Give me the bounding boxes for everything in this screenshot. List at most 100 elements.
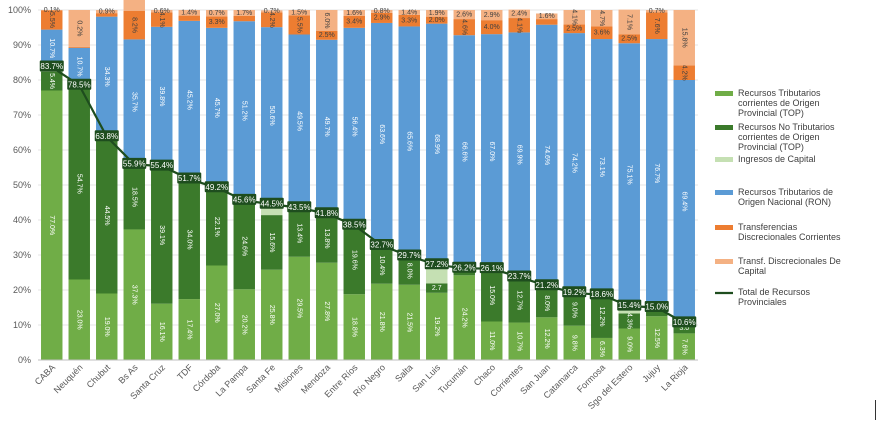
segment-label: 2.5% (566, 26, 582, 33)
segment-label: 23.0% (75, 310, 82, 330)
total-label: 55.9% (123, 159, 146, 168)
segment-label: 2.6% (456, 11, 472, 18)
total-label: 19.2% (563, 288, 586, 297)
x-tick-label: Santa Fe (244, 362, 277, 395)
bar-segment (96, 137, 118, 294)
segment-label: 15.8% (680, 28, 687, 48)
segment-label: 18.5% (130, 187, 137, 207)
segment-label: 0.8% (374, 8, 390, 15)
segment-label: 74.2% (570, 153, 577, 173)
bar-segment (288, 209, 310, 257)
bar-segment (618, 328, 640, 360)
total-label: 26.2% (453, 263, 476, 272)
segment-label: 16.1% (158, 322, 165, 342)
segment-label: 20.2% (240, 315, 247, 335)
segment-label: 12.7% (515, 290, 522, 310)
legend: Recursos Tributarios corrientes de Origen… (715, 88, 841, 307)
x-tick-label: Jujuy (640, 362, 662, 384)
bar-segment (398, 26, 420, 257)
bar-segment (426, 264, 448, 284)
segment-label: 0.9% (99, 8, 115, 15)
bar-segment (233, 15, 255, 22)
segment-label: 4.6% (460, 19, 467, 35)
bar-segment (151, 10, 173, 13)
segment-label: 65.6% (405, 131, 412, 151)
segment-label: 2.9% (484, 12, 500, 19)
bar-segment (343, 225, 365, 295)
segment-label: 34.0% (185, 230, 192, 250)
bar-segment (563, 33, 585, 293)
bar-segment (563, 10, 585, 25)
total-label: 29.7% (398, 251, 421, 260)
segment-label: 7.1% (625, 14, 632, 30)
y-axis: 0% 10% 20% 30% 40% 50% 60% 70% 80% 90% 100% (8, 5, 31, 365)
bar-segment (68, 88, 90, 280)
bar-segment (563, 294, 585, 326)
bar-segment (261, 269, 283, 360)
bar-segment (178, 20, 200, 180)
total-label: 23.7% (508, 272, 531, 281)
bar-segment (261, 215, 283, 270)
segment-label: 1.5% (291, 9, 307, 16)
y-tick-label: 60% (13, 145, 31, 155)
bar-segment (673, 322, 695, 334)
segment-label: 12.2% (543, 329, 550, 349)
bar-segment (123, 229, 145, 360)
bar-segment (646, 12, 668, 40)
bar-segment (646, 10, 668, 13)
y-tick-label: 80% (13, 75, 31, 85)
bar-segment (288, 10, 310, 16)
x-tick-label: CABA (33, 362, 57, 386)
segment-label: 10.4% (378, 256, 385, 276)
bar-segment (371, 22, 393, 246)
bar-segment (481, 321, 503, 360)
legend-swatch (715, 259, 733, 264)
segment-label: 27.0% (213, 303, 220, 323)
y-tick-label: 10% (13, 320, 31, 330)
segment-label: 4.1% (515, 17, 522, 33)
y-tick-label: 20% (13, 285, 31, 295)
bar-segment (371, 247, 393, 284)
legend-label: Recursos Tributarios corrientes de Origen… (738, 88, 821, 118)
segment-label: 39.1% (158, 225, 165, 245)
segment-label: 1.4% (181, 10, 197, 17)
total-label: 32.7% (370, 241, 393, 250)
x-tick-label: Tucumán (436, 362, 469, 395)
bar-segment (398, 256, 420, 285)
bar-segment (453, 19, 475, 36)
total-label-box (672, 316, 697, 328)
bar-segment (453, 10, 475, 20)
total-label-box (644, 301, 669, 312)
segment-label: 5.4% (48, 73, 55, 89)
legend-swatch (715, 225, 733, 230)
bar-segment (618, 313, 640, 329)
bar-segment (426, 23, 448, 265)
total-label: 15.0% (645, 303, 668, 312)
bar-segment (646, 39, 668, 308)
segment-label: 51.2% (240, 101, 247, 121)
segment-label: 2.7 (432, 285, 442, 292)
total-label: 45.6% (233, 196, 256, 205)
bar-segment (41, 29, 63, 68)
segment-label: 56.4% (350, 117, 357, 137)
segment-label: 45.2% (185, 90, 192, 110)
total-label-box (177, 172, 202, 184)
segment-label: 49.5% (295, 111, 302, 131)
bar-segment (371, 12, 393, 23)
y-tick-label: 30% (13, 250, 31, 260)
bar-segment (123, 39, 145, 165)
bar-segment (288, 15, 310, 35)
segment-label: 15.6% (268, 232, 275, 252)
segment-label: 49.7% (323, 117, 330, 137)
total-label-box (39, 60, 64, 72)
segment-label: 21.8% (378, 312, 385, 332)
total-label: 78.5% (68, 80, 91, 89)
segment-label: 2.5% (319, 32, 335, 39)
bar-segment (536, 24, 558, 286)
bar-segment (316, 262, 338, 360)
segment-label: 77.0% (48, 215, 55, 235)
segment-label: 76.7% (653, 163, 660, 183)
segment-label: 2.0% (429, 17, 445, 24)
segment-label: 3.0 (679, 325, 689, 332)
